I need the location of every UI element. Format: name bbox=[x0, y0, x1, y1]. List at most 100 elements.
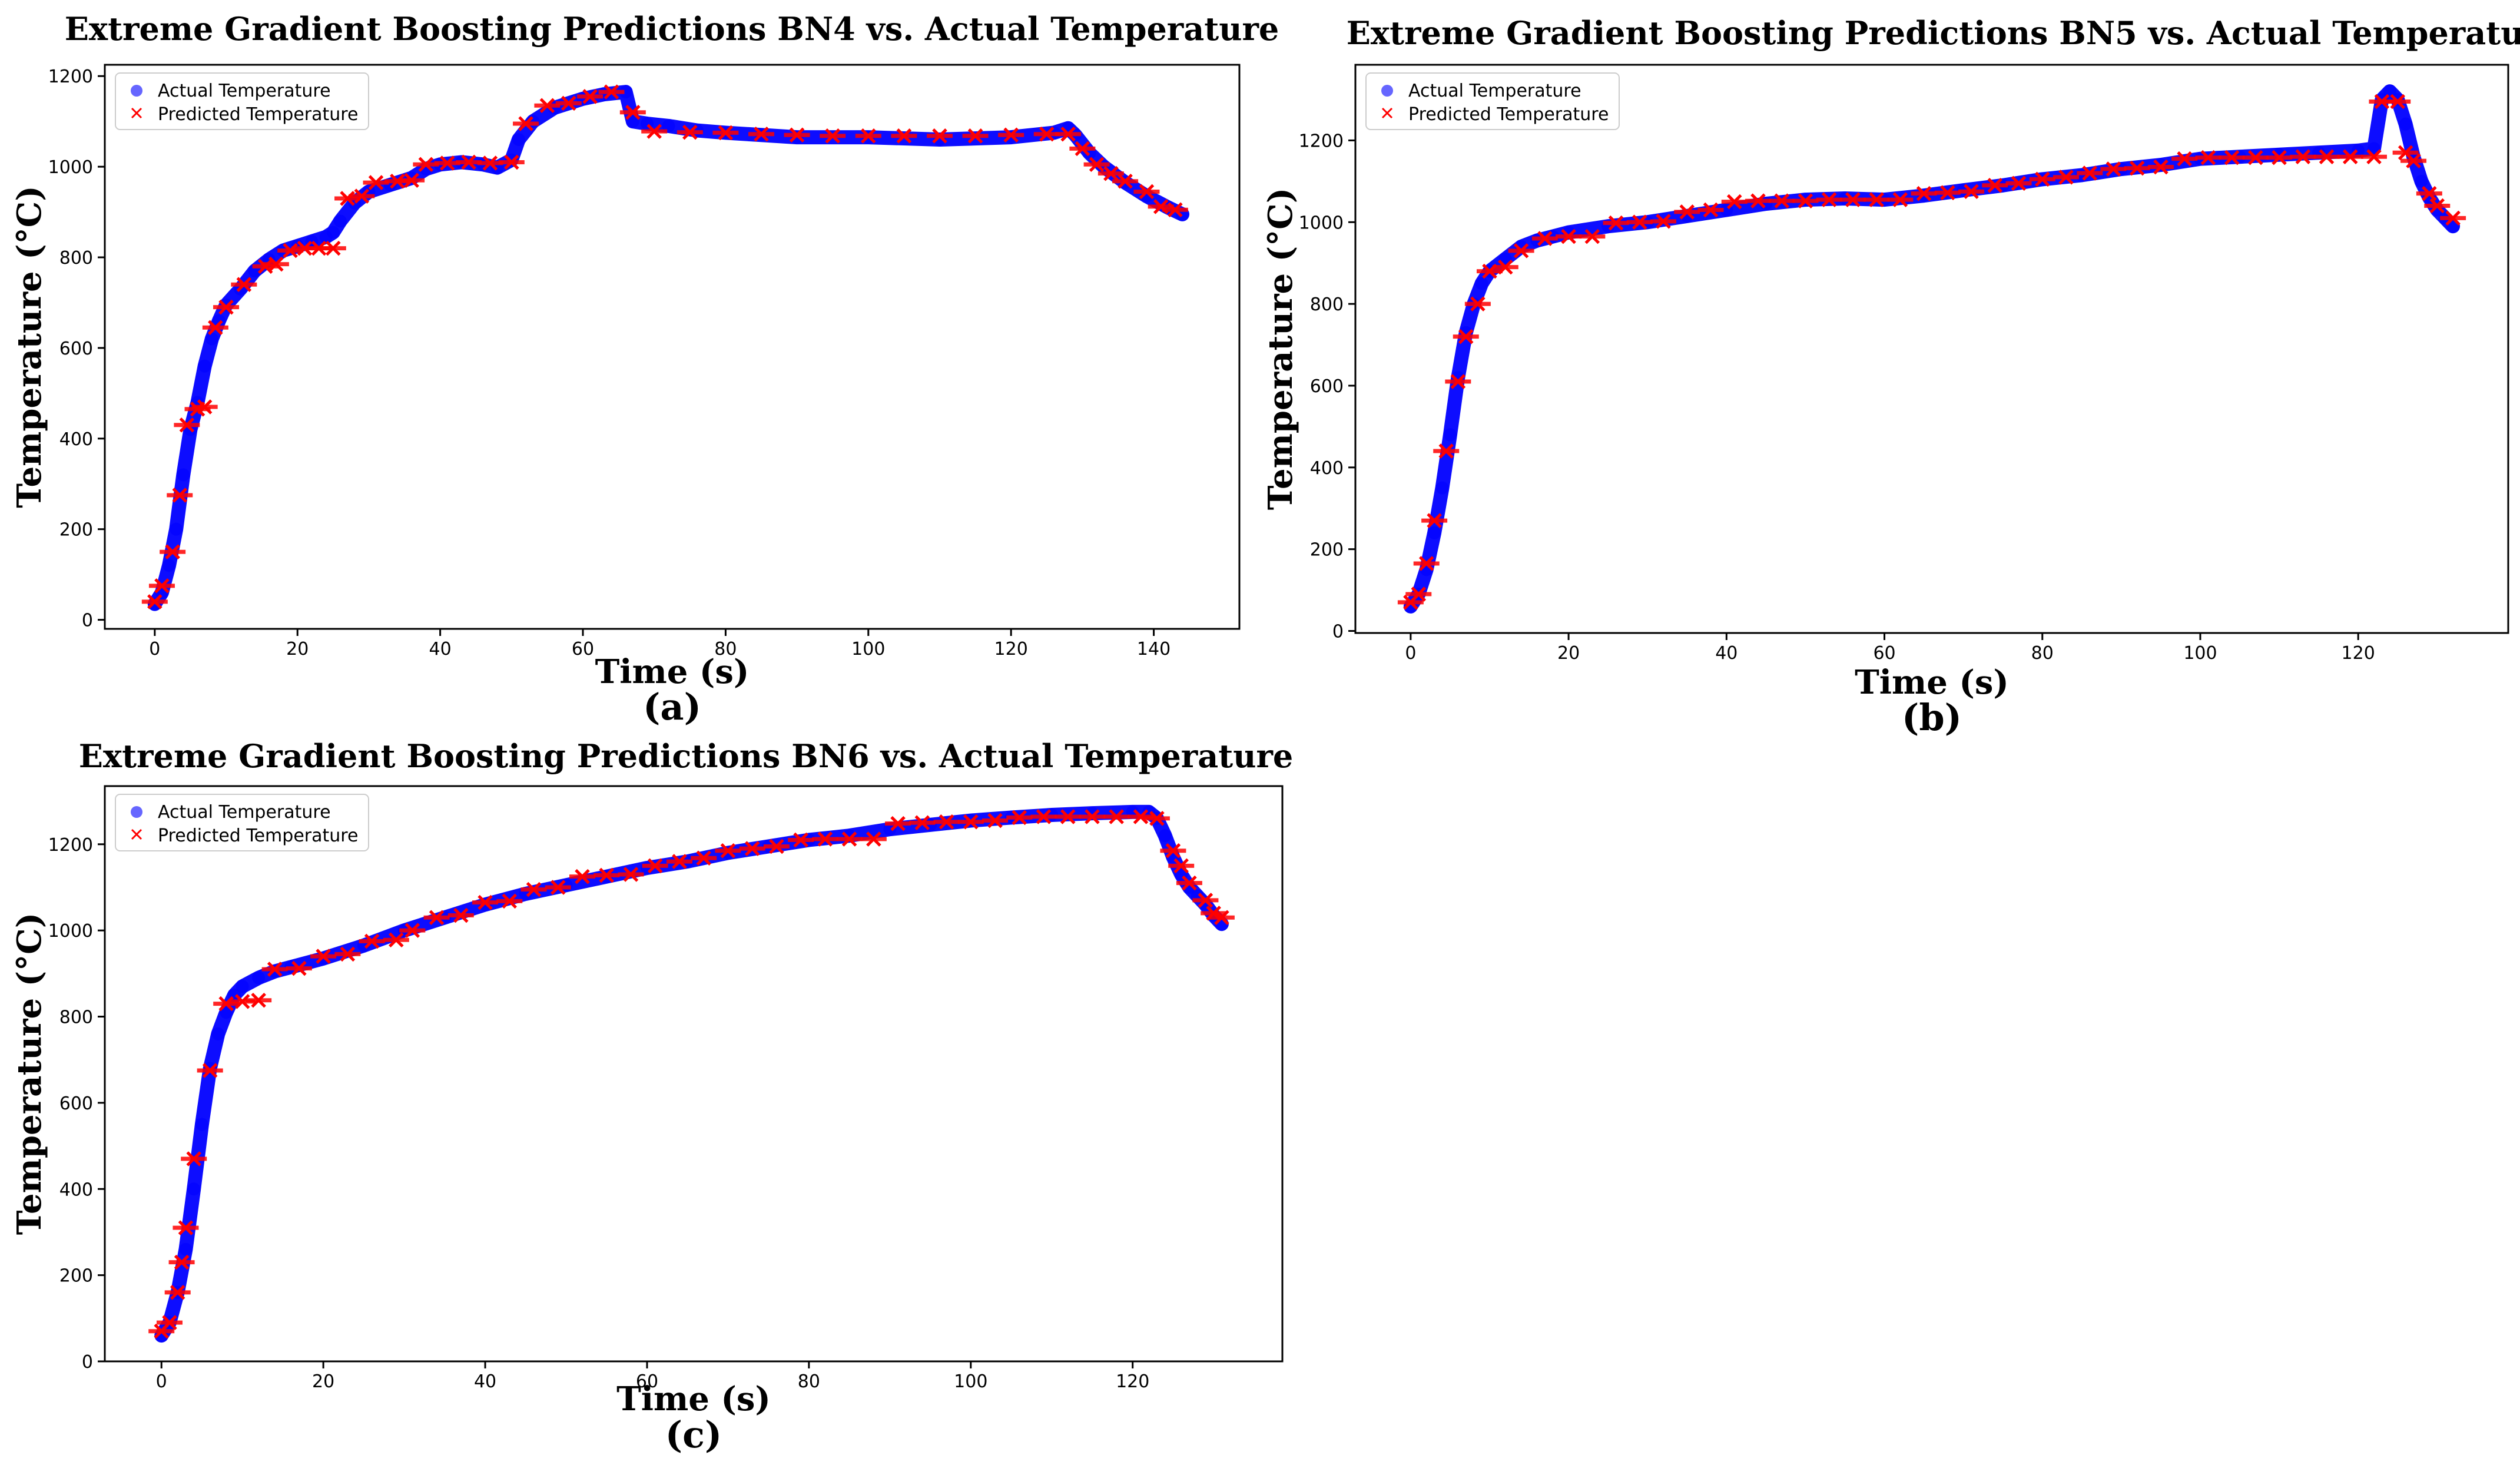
predicted-point bbox=[160, 544, 186, 559]
x-axis-label: Time (s) bbox=[1855, 663, 2009, 702]
y-tick-label: 400 bbox=[59, 429, 93, 450]
predicted-point bbox=[1464, 296, 1491, 311]
x-axis-label: Time (s) bbox=[595, 652, 750, 691]
predicted-point bbox=[399, 923, 426, 938]
x-tick-label: 100 bbox=[954, 1371, 987, 1392]
predicted-point bbox=[1143, 811, 1170, 826]
predicted-point bbox=[926, 128, 953, 144]
x-tick-label: 140 bbox=[1137, 639, 1171, 659]
predicted-point bbox=[1650, 214, 1677, 229]
predicted-point bbox=[423, 910, 450, 925]
actual-point bbox=[619, 85, 632, 99]
chart-title: Extreme Gradient Boosting Predictions BN… bbox=[79, 737, 1294, 775]
predicted-point bbox=[1531, 231, 1558, 246]
x-tick-label: 40 bbox=[429, 639, 452, 659]
x-tick-label: 40 bbox=[474, 1371, 496, 1392]
actual-point bbox=[268, 964, 281, 978]
predicted-point bbox=[712, 125, 739, 141]
actual-point bbox=[326, 226, 340, 239]
x-tick-label: 100 bbox=[2183, 643, 2217, 664]
legend: Actual Temperature Predicted Temperature bbox=[115, 72, 369, 130]
actual-point bbox=[236, 980, 249, 993]
chart-panel-2: Extreme Gradient Boosting Predictions BN… bbox=[10, 737, 1293, 1456]
predicted-point bbox=[2440, 210, 2466, 226]
predicted-point bbox=[246, 992, 272, 1008]
predicted-point bbox=[1626, 214, 1653, 230]
predicted-point bbox=[156, 1315, 183, 1330]
predicted-point bbox=[1603, 215, 1629, 231]
predicted-point bbox=[399, 173, 425, 188]
predicted-point bbox=[1453, 329, 1479, 344]
predicted-point bbox=[1445, 374, 1471, 389]
legend: Actual Temperature Predicted Temperature bbox=[1365, 72, 1620, 130]
actual-point bbox=[179, 1242, 193, 1256]
panel-caption: (c) bbox=[665, 1413, 722, 1456]
actual-point bbox=[2415, 174, 2428, 188]
actual-point bbox=[2383, 85, 2396, 98]
plot-frame bbox=[104, 64, 1241, 630]
predicted-point bbox=[2195, 150, 2221, 165]
y-tick-label: 400 bbox=[1310, 458, 1344, 479]
predicted-point bbox=[1674, 204, 1700, 220]
x-tick-label: 60 bbox=[636, 1371, 658, 1392]
plot-area bbox=[148, 804, 1235, 1343]
actual-point bbox=[198, 359, 211, 373]
y-tick-label: 1000 bbox=[48, 921, 93, 942]
actual-point bbox=[187, 1182, 201, 1196]
predicted-point bbox=[1097, 165, 1124, 181]
y-tick-label: 400 bbox=[59, 1179, 93, 1200]
legend-marker-actual bbox=[131, 85, 142, 97]
predicted-point bbox=[784, 127, 810, 143]
predicted-point bbox=[2171, 151, 2198, 167]
predicted-point bbox=[748, 126, 774, 142]
y-tick-label: 800 bbox=[59, 1007, 93, 1028]
predicted-point bbox=[447, 907, 474, 923]
predicted-point bbox=[1697, 202, 1724, 218]
predicted-point bbox=[1069, 141, 1096, 157]
predicted-point bbox=[1508, 243, 1534, 258]
actual-point bbox=[2399, 117, 2412, 131]
predicted-point bbox=[957, 814, 984, 830]
plot-frame bbox=[104, 785, 1284, 1363]
predicted-point bbox=[2242, 150, 2269, 165]
predicted-point bbox=[1911, 185, 1937, 201]
predicted-point bbox=[1792, 193, 1819, 208]
predicted-point bbox=[1579, 228, 1606, 244]
predicted-point bbox=[202, 320, 228, 336]
y-tick-label: 200 bbox=[1310, 540, 1344, 561]
predicted-point bbox=[855, 128, 881, 144]
predicted-point bbox=[2361, 149, 2388, 164]
predicted-point bbox=[2416, 185, 2442, 201]
legend-marker-actual bbox=[131, 806, 142, 818]
predicted-point bbox=[1055, 126, 1082, 142]
actual-point bbox=[1435, 481, 1449, 495]
predicted-point bbox=[1556, 228, 1582, 244]
plot-area bbox=[1397, 84, 2466, 614]
y-tick-label: 1200 bbox=[48, 67, 93, 87]
x-tick-label: 80 bbox=[798, 1371, 820, 1392]
predicted-point bbox=[1030, 809, 1057, 824]
predicted-point bbox=[1816, 192, 1842, 207]
predicted-point bbox=[1492, 259, 1518, 275]
predicted-point bbox=[2100, 161, 2127, 177]
predicted-point bbox=[231, 277, 257, 292]
y-tick-label: 0 bbox=[82, 611, 93, 631]
predicted-point bbox=[545, 880, 571, 895]
predicted-point bbox=[788, 832, 814, 848]
y-tick-label: 0 bbox=[82, 1352, 93, 1373]
x-tick-label: 0 bbox=[149, 639, 160, 659]
predicted-point bbox=[359, 933, 385, 949]
plot-frame bbox=[1354, 64, 2509, 634]
predicted-point bbox=[1103, 809, 1130, 824]
predicted-point bbox=[472, 894, 499, 910]
legend-label-predicted: Predicted Temperature bbox=[158, 826, 358, 846]
predicted-point bbox=[812, 831, 838, 847]
predicted-point bbox=[836, 831, 863, 847]
predicted-point bbox=[2400, 153, 2427, 168]
actual-temperature-series bbox=[147, 85, 1190, 611]
predicted-point bbox=[2337, 149, 2363, 164]
actual-point bbox=[205, 332, 218, 346]
predicted-point bbox=[334, 946, 361, 962]
y-tick-label: 600 bbox=[59, 1093, 93, 1114]
x-tick-label: 20 bbox=[312, 1371, 334, 1392]
